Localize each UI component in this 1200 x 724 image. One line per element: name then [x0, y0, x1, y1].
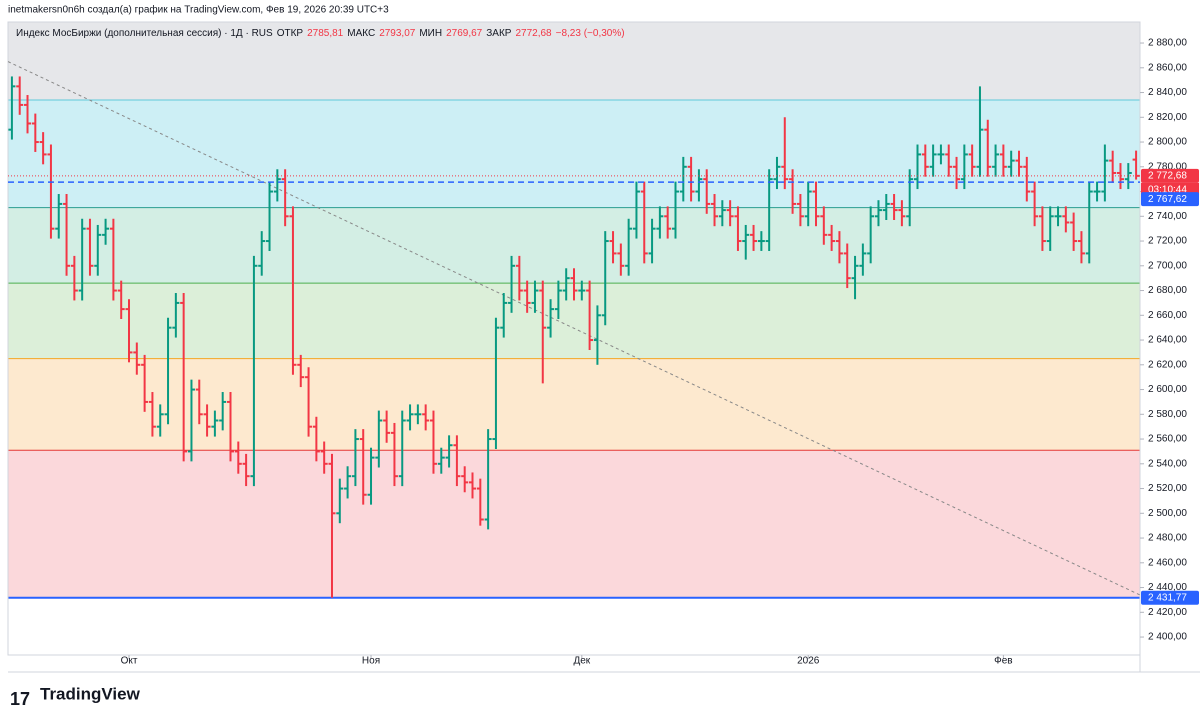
y-tick-label: 2 400,00 [1148, 632, 1187, 643]
x-tick-label: Ноя [362, 656, 380, 667]
y-tick-label: 2 720,00 [1148, 236, 1187, 247]
logo: TradingView [40, 684, 141, 703]
y-tick-label: 2 520,00 [1148, 483, 1187, 494]
x-tick-label: Окт [121, 656, 138, 667]
price-badge-label: 2 772,68 [1148, 170, 1187, 181]
price-badge [1141, 590, 1199, 605]
y-tick-label: 2 600,00 [1148, 384, 1187, 395]
logo-mark: 17 [10, 689, 30, 709]
y-tick-label: 2 500,00 [1148, 508, 1187, 519]
y-tick-label: 2 640,00 [1148, 335, 1187, 346]
y-tick-label: 2 660,00 [1148, 310, 1187, 321]
legend-item: МАКС [347, 28, 375, 39]
legend-item: 2772,68 [515, 28, 552, 39]
legend: Индекс МосБиржи (дополнительная сессия) … [16, 28, 625, 39]
y-tick-label: 2 840,00 [1148, 87, 1187, 98]
y-tick-label: 2 880,00 [1148, 38, 1187, 49]
y-tick-label: 2 780,00 [1148, 161, 1187, 172]
y-tick-label: 2 420,00 [1148, 607, 1187, 618]
y-tick-label: 2 540,00 [1148, 458, 1187, 469]
price-badge-label: 2 767,62 [1148, 194, 1187, 205]
price-badge-label: 2 431,77 [1148, 592, 1187, 603]
legend-item: −8,23 (−0,30%) [556, 28, 625, 39]
y-tick-label: 2 820,00 [1148, 112, 1187, 123]
y-tick-label: 2 440,00 [1148, 582, 1187, 593]
legend-item: Индекс МосБиржи (дополнительная сессия) … [16, 28, 273, 39]
y-tick-label: 2 700,00 [1148, 260, 1187, 271]
x-tick-label: Дек [573, 656, 590, 667]
legend-item: ОТКР [277, 28, 304, 39]
top-zone [8, 22, 1140, 100]
y-tick-label: 2 860,00 [1148, 62, 1187, 73]
price-badge [1141, 168, 1199, 183]
fib-zone [8, 99, 1140, 208]
y-tick-label: 2 580,00 [1148, 409, 1187, 420]
legend-item: ЗАКР [486, 28, 512, 39]
y-tick-label: 2 620,00 [1148, 359, 1187, 370]
y-tick-label: 2 800,00 [1148, 137, 1187, 148]
y-tick-label: 2 740,00 [1148, 211, 1187, 222]
legend-item: МИН [419, 28, 442, 39]
y-tick-label: 2 480,00 [1148, 533, 1187, 544]
y-tick-label: 2 680,00 [1148, 285, 1187, 296]
fib-zone [8, 450, 1140, 598]
legend-item: 2793,07 [379, 28, 416, 39]
countdown: 03:10:44 [1148, 184, 1187, 195]
credit: inetmakersn0n6h создал(а) график на Trad… [8, 4, 389, 16]
y-tick-label: 2 560,00 [1148, 434, 1187, 445]
x-tick-label: Фев [994, 656, 1012, 667]
price-badge [1141, 192, 1199, 207]
legend-item: 2769,67 [446, 28, 483, 39]
legend-item: 2785,81 [307, 28, 344, 39]
x-tick-label: 2026 [797, 656, 820, 667]
fib-zone [8, 358, 1140, 451]
trendline [7, 61, 1141, 596]
y-tick-label: 2 460,00 [1148, 557, 1187, 568]
